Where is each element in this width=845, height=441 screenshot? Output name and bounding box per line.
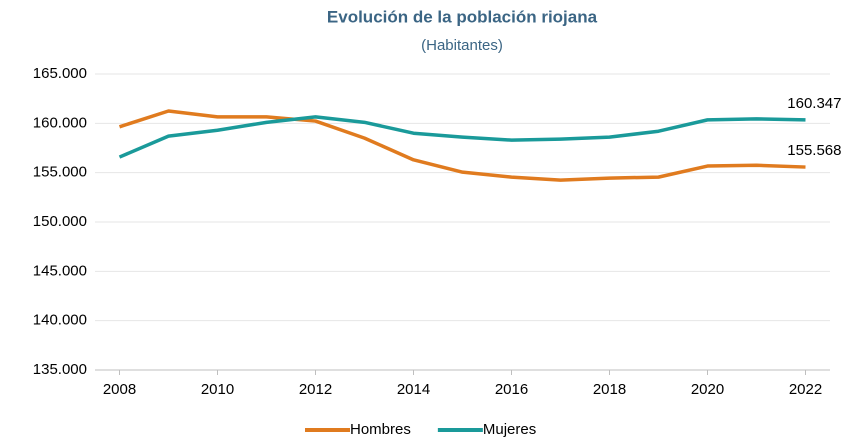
chart-subtitle: (Habitantes) (421, 37, 503, 54)
x-tick-label: 2020 (691, 381, 724, 398)
x-tick-label: 2022 (789, 381, 822, 398)
data-label: 160.347 (787, 95, 841, 112)
x-tick-label: 2016 (495, 381, 528, 398)
y-tick-label: 160.000 (33, 114, 87, 131)
x-tick-label: 2012 (299, 381, 332, 398)
legend-label: Mujeres (483, 421, 536, 438)
y-tick-label: 150.000 (33, 213, 87, 230)
line-series (118, 115, 806, 159)
y-tick-label: 165.000 (33, 65, 87, 82)
x-tick-label: 2010 (201, 381, 234, 398)
x-tick-label: 2008 (103, 381, 136, 398)
x-tick-label: 2018 (593, 381, 626, 398)
y-tick-label: 135.000 (33, 361, 87, 378)
x-tick-label: 2014 (397, 381, 430, 398)
y-tick-label: 140.000 (33, 312, 87, 329)
legend-label: Hombres (350, 421, 411, 438)
line-series (118, 109, 806, 182)
data-label: 155.568 (787, 142, 841, 159)
y-tick-label: 145.000 (33, 262, 87, 279)
y-tick-label: 155.000 (33, 164, 87, 181)
chart-title: Evolución de la población riojana (327, 7, 598, 26)
